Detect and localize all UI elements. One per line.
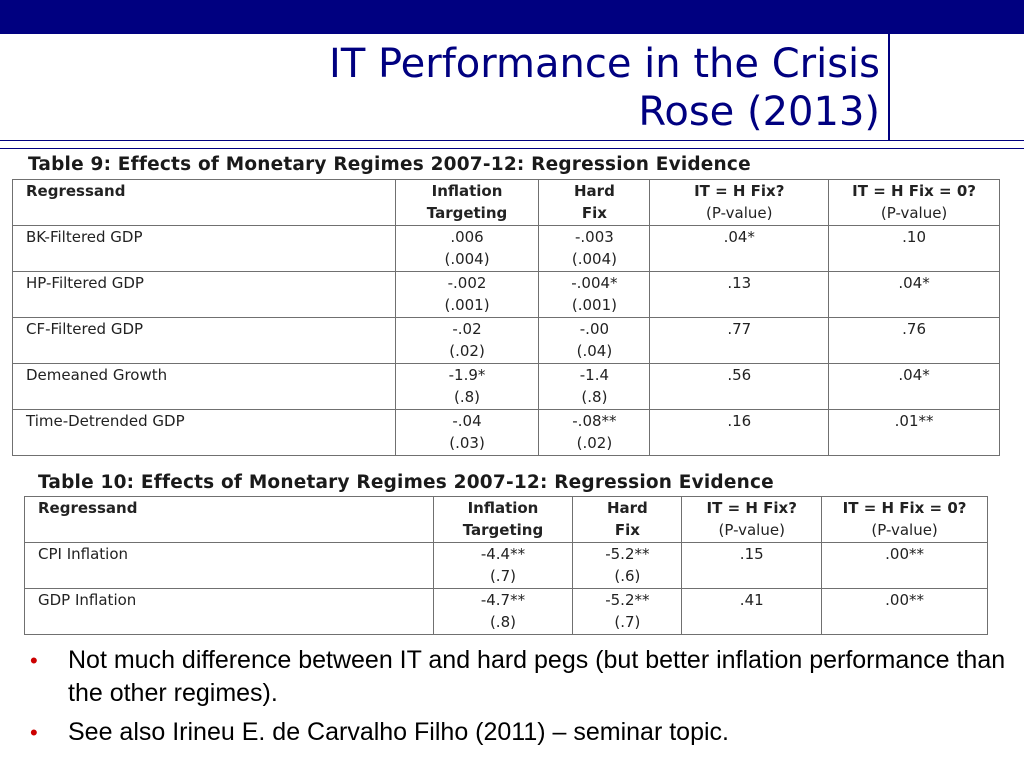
table9-header-row: Regressand Inflation Targeting Hard Fix IT…: [12, 179, 1000, 226]
hf-coef-cell: -.08** (.02): [538, 409, 651, 456]
regressand-cell: BK-Filtered GDP: [12, 225, 396, 272]
table-row: GDP Inflation -4.7** (.8) -5.2** (.7) .41 …: [24, 588, 988, 635]
slide-title-line1: IT Performance in the Crisis: [329, 41, 880, 87]
hf-coef-cell: -5.2** (.7): [572, 588, 683, 635]
p2-cell: .00**: [821, 588, 988, 635]
slide-title-line2: Rose (2013): [638, 89, 880, 135]
table9-header-inflation-targeting: Inflation Targeting: [394, 179, 540, 226]
p1-cell: .41: [681, 588, 823, 635]
table9-header-hard-fix: Hard Fix: [538, 179, 651, 226]
header-bar: [0, 0, 1024, 34]
table10-header-hard-fix: Hard Fix: [572, 496, 683, 543]
table-row: CPI Inflation -4.4** (.7) -5.2** (.6) .15 …: [24, 542, 988, 589]
hf-coef-cell: -.003 (.004): [538, 225, 651, 272]
p1-cell: .13: [649, 271, 830, 318]
table10-header-it-eq-hfix: IT = H Fix? (P-value): [681, 496, 823, 543]
p2-cell: .01**: [828, 409, 1000, 456]
title-divider: [0, 140, 1024, 141]
table10-caption: Table 10: Effects of Monetary Regimes 20…: [38, 472, 774, 493]
bullet-icon: •: [30, 720, 38, 745]
it-coef-cell: -.02 (.02): [394, 317, 540, 364]
table10-header-it-eq-hfix-eq-0: IT = H Fix = 0? (P-value): [821, 496, 988, 543]
p1-cell: .04*: [649, 225, 830, 272]
hf-coef-cell: -1.4 (.8): [538, 363, 651, 410]
it-coef-cell: -.04 (.03): [394, 409, 540, 456]
table10-header-row: Regressand Inflation Targeting Hard Fix IT…: [24, 496, 988, 543]
table10-header-inflation-targeting: Inflation Targeting: [432, 496, 574, 543]
table-row: CF-Filtered GDP -.02 (.02) -.00 (.04) .77 …: [12, 317, 1000, 364]
hf-coef-cell: -.004* (.001): [538, 271, 651, 318]
table9-header-it-eq-hfix-eq-0: IT = H Fix = 0? (P-value): [828, 179, 1000, 226]
title-divider-thin: [0, 148, 1024, 149]
p1-cell: .16: [649, 409, 830, 456]
p2-cell: .10: [828, 225, 1000, 272]
p2-cell: .76: [828, 317, 1000, 364]
bullet-text: Not much difference between IT and hard …: [68, 646, 1006, 707]
it-coef-cell: -4.7** (.8): [432, 588, 574, 635]
table9-caption: Table 9: Effects of Monetary Regimes 200…: [28, 154, 751, 175]
it-coef-cell: -4.4** (.7): [432, 542, 574, 589]
p2-cell: .00**: [821, 542, 988, 589]
it-coef-cell: -.002 (.001): [394, 271, 540, 318]
bullet-list: • Not much difference between IT and har…: [30, 644, 1010, 755]
table-row: Demeaned Growth -1.9* (.8) -1.4 (.8) .56 .…: [12, 363, 1000, 410]
table9: Regressand Inflation Targeting Hard Fix IT…: [12, 179, 1000, 456]
regressand-cell: Demeaned Growth: [12, 363, 396, 410]
regressand-cell: CF-Filtered GDP: [12, 317, 396, 364]
hf-coef-cell: -.00 (.04): [538, 317, 651, 364]
p1-cell: .77: [649, 317, 830, 364]
bullet-text: See also Irineu E. de Carvalho Filho (20…: [68, 718, 729, 746]
bullet-item: • See also Irineu E. de Carvalho Filho (…: [30, 716, 1010, 749]
bullet-item: • Not much difference between IT and har…: [30, 644, 1010, 710]
p1-cell: .56: [649, 363, 830, 410]
table-row: Time-Detrended GDP -.04 (.03) -.08** (.02)…: [12, 409, 1000, 456]
bullet-icon: •: [30, 648, 38, 673]
p2-cell: .04*: [828, 271, 1000, 318]
p1-cell: .15: [681, 542, 823, 589]
p2-cell: .04*: [828, 363, 1000, 410]
table10-header-regressand: Regressand: [24, 496, 434, 543]
table-row: BK-Filtered GDP .006 (.004) -.003 (.004) .…: [12, 225, 1000, 272]
regressand-cell: GDP Inflation: [24, 588, 434, 635]
regressand-cell: Time-Detrended GDP: [12, 409, 396, 456]
hf-coef-cell: -5.2** (.6): [572, 542, 683, 589]
table9-header-it-eq-hfix: IT = H Fix? (P-value): [649, 179, 830, 226]
slide-title: IT Performance in the Crisis Rose (2013): [329, 40, 880, 136]
table-row: HP-Filtered GDP -.002 (.001) -.004* (.001)…: [12, 271, 1000, 318]
regressand-cell: CPI Inflation: [24, 542, 434, 589]
regressand-cell: HP-Filtered GDP: [12, 271, 396, 318]
title-divider-vertical: [888, 34, 890, 140]
table10: Regressand Inflation Targeting Hard Fix IT…: [24, 496, 988, 635]
it-coef-cell: .006 (.004): [394, 225, 540, 272]
table9-header-regressand: Regressand: [12, 179, 396, 226]
it-coef-cell: -1.9* (.8): [394, 363, 540, 410]
